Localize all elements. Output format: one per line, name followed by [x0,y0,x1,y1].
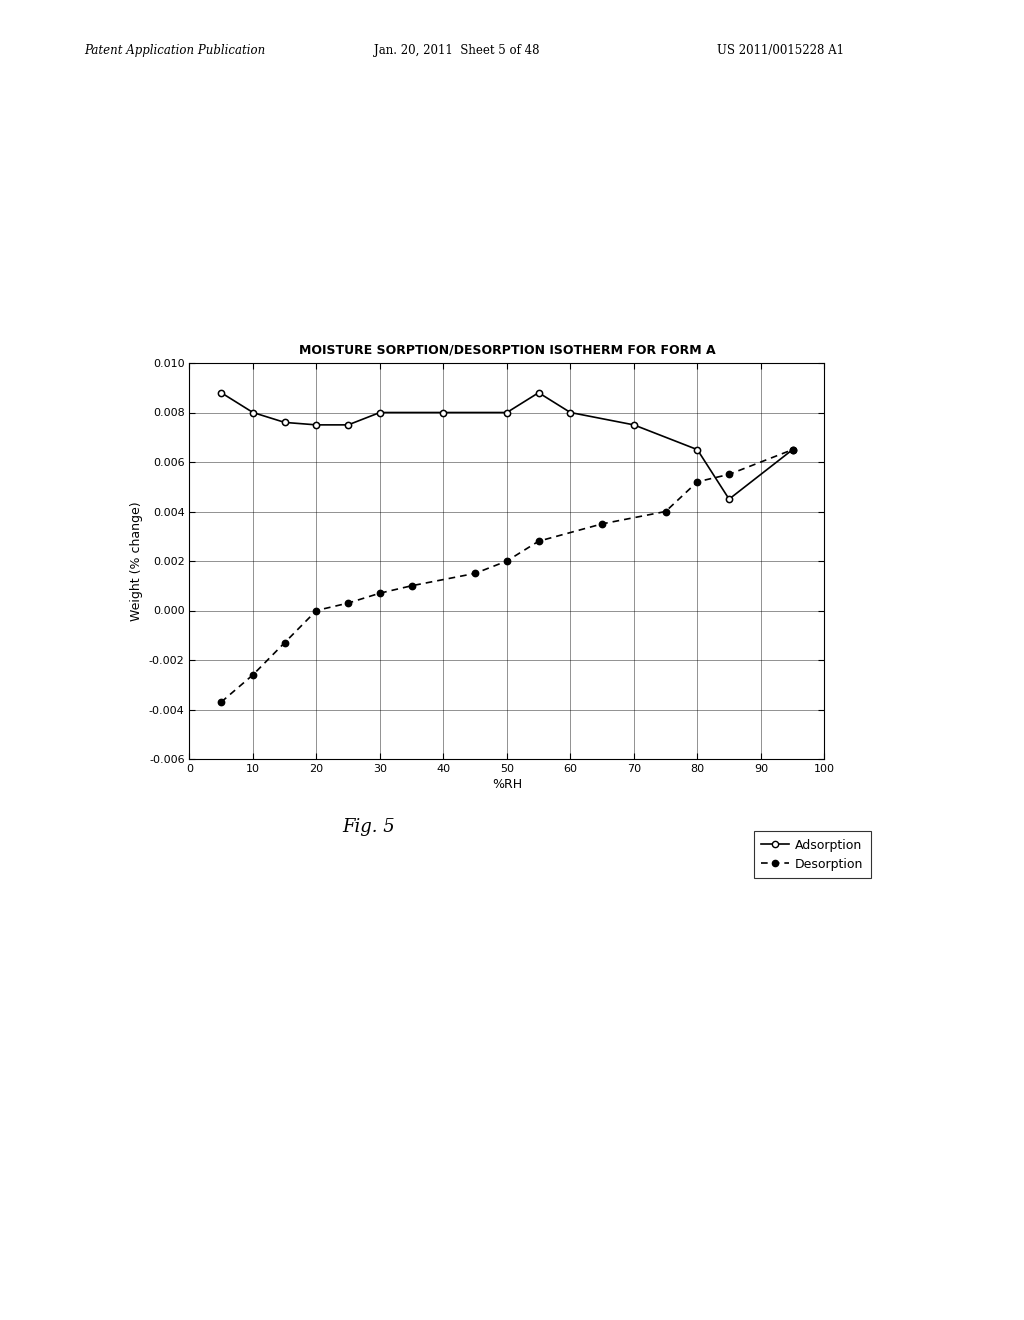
Adsorption [437,404,450,420]
Title: MOISTURE SORPTION/DESORPTION ISOTHERM FOR FORM A: MOISTURE SORPTION/DESORPTION ISOTHERM FO… [299,343,715,356]
Adsorption [786,442,799,458]
Adsorption [691,442,703,458]
Desorption [659,503,672,519]
Text: US 2011/0015228 A1: US 2011/0015228 A1 [717,44,844,57]
Line: Desorption: Desorption [218,446,796,705]
Adsorption [310,417,323,433]
Adsorption [501,404,513,420]
Adsorption [247,404,259,420]
Text: Jan. 20, 2011  Sheet 5 of 48: Jan. 20, 2011 Sheet 5 of 48 [374,44,540,57]
Desorption [342,595,354,611]
Text: Patent Application Publication: Patent Application Publication [84,44,265,57]
Adsorption [374,404,386,420]
Adsorption [215,385,227,401]
Desorption [596,516,608,532]
Desorption [374,585,386,601]
Desorption [723,466,735,482]
Desorption [406,578,418,594]
Line: Adsorption: Adsorption [218,389,796,502]
Desorption [215,694,227,710]
Desorption [691,474,703,490]
Desorption [310,602,323,618]
Legend: Adsorption, Desorption: Adsorption, Desorption [754,832,870,878]
Desorption [501,553,513,569]
Y-axis label: Weight (% change): Weight (% change) [130,502,143,620]
Adsorption [279,414,291,430]
Desorption [279,635,291,651]
Adsorption [342,417,354,433]
Text: Fig. 5: Fig. 5 [342,818,395,837]
Desorption [786,442,799,458]
Desorption [532,533,545,549]
Desorption [469,565,481,581]
Adsorption [532,385,545,401]
Adsorption [628,417,640,433]
Desorption [247,667,259,682]
Adsorption [723,491,735,507]
Adsorption [564,404,577,420]
X-axis label: %RH: %RH [492,777,522,791]
